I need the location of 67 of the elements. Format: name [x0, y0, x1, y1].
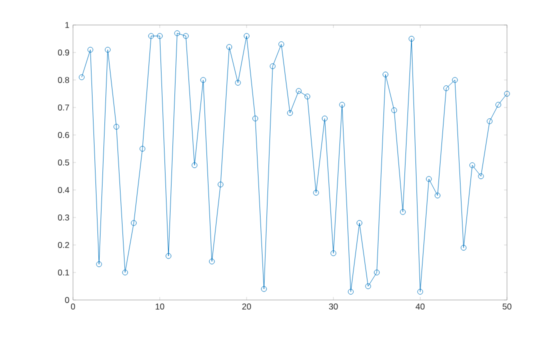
y-tick-label: 0.3	[58, 214, 70, 220]
point	[434, 192, 440, 198]
point	[182, 33, 189, 39]
point	[192, 162, 198, 168]
point	[78, 74, 85, 80]
point	[278, 41, 284, 48]
point	[365, 283, 371, 290]
point	[200, 77, 206, 83]
point	[104, 46, 111, 53]
point	[486, 118, 492, 124]
point	[460, 244, 466, 251]
point	[426, 176, 432, 182]
y-tick-label: 0.7	[58, 104, 70, 110]
x-tick-label: 0	[70, 304, 76, 310]
y-tick-label: 0.9	[58, 49, 70, 56]
y-tick-label: 1	[65, 22, 70, 28]
point	[261, 286, 267, 292]
x-tick-label: 10	[156, 304, 164, 310]
point	[504, 90, 510, 97]
point	[330, 250, 336, 256]
y-tick-label: 0.4	[58, 186, 70, 193]
y-tick-label: 0.5	[58, 159, 70, 166]
point	[356, 220, 362, 226]
point	[130, 220, 137, 226]
point	[408, 36, 414, 42]
point	[148, 33, 154, 39]
point	[339, 102, 345, 108]
point	[374, 270, 380, 276]
point	[296, 88, 302, 94]
y-tick-label: 0.6	[58, 132, 70, 138]
x-tick-label: 20	[242, 304, 251, 310]
point	[122, 270, 128, 276]
y-tick-label: 0	[65, 296, 70, 303]
point	[495, 102, 502, 108]
point	[174, 30, 180, 36]
point	[96, 261, 102, 268]
point	[348, 288, 354, 295]
point	[417, 288, 424, 295]
point	[156, 33, 163, 39]
y-tick-label: 0.2	[58, 242, 70, 248]
x-tick-label: 40	[416, 304, 425, 310]
point	[313, 190, 319, 196]
point	[452, 77, 458, 83]
point	[469, 162, 476, 168]
point	[391, 107, 398, 114]
point	[382, 72, 388, 78]
point	[252, 116, 258, 122]
point	[209, 258, 215, 264]
point	[322, 116, 328, 122]
point	[140, 146, 146, 152]
point	[166, 253, 172, 259]
point	[88, 46, 94, 53]
point	[478, 173, 484, 180]
y-tick-label: 0.8	[58, 76, 70, 83]
point	[443, 85, 450, 92]
point	[218, 182, 224, 188]
point	[244, 33, 250, 39]
x-tick-label: 30	[329, 304, 338, 310]
point	[400, 209, 406, 215]
point	[287, 110, 293, 116]
point	[304, 94, 310, 100]
point	[235, 80, 241, 86]
y-tick-label: 0.1	[58, 269, 70, 276]
x-tick-label: 50	[502, 304, 512, 310]
point	[114, 124, 120, 130]
point	[270, 63, 276, 70]
point	[226, 44, 232, 50]
